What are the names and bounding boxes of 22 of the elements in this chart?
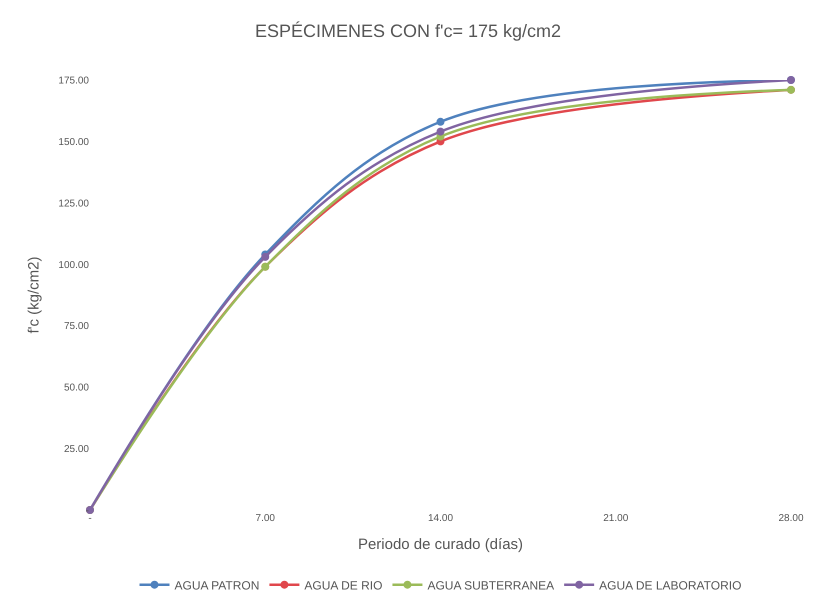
point — [436, 128, 444, 136]
y-tick-label: 150.00 — [58, 136, 90, 148]
x-tick-label: 14.00 — [428, 513, 454, 524]
legend-label: AGUA SUBTERRANEA — [427, 578, 554, 592]
point — [436, 118, 444, 126]
chart-title: ESPÉCIMENES CON f'c= 175 kg/cm2 — [254, 21, 562, 42]
y-tick-label: 100.00 — [58, 260, 90, 271]
y-tick-label: 75.00 — [64, 321, 90, 332]
x-axis-title: Periodo de curado (días) — [358, 536, 524, 553]
legend-label: AGUA DE LABORATORIO — [599, 578, 742, 592]
y-tick-label: 50.00 — [64, 382, 90, 394]
y-tick-label: 125.00 — [58, 198, 90, 210]
y-tick-label: 175.00 — [58, 76, 90, 86]
legend-label: AGUA PATRON — [174, 578, 260, 592]
x-tick-label: 21.00 — [603, 513, 629, 524]
point — [261, 252, 270, 261]
y-tick-label: - — [86, 506, 89, 516]
y-tick-label: 25.00 — [64, 444, 90, 456]
x-tick-label: 28.00 — [778, 513, 804, 524]
y-axis-title: f'c (kg/cm2) — [26, 256, 43, 334]
x-tick-label: 7.00 — [256, 513, 276, 524]
legend-label: AGUA DE RIO — [304, 578, 382, 592]
